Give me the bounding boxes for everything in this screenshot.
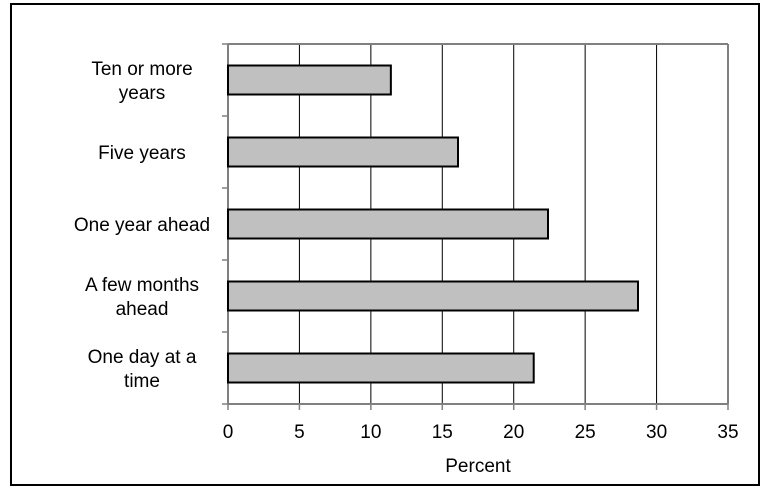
x-axis-title: Percent	[445, 456, 511, 477]
category-label-1: Five years	[98, 143, 186, 164]
x-tick-label-5: 25	[575, 422, 596, 443]
x-tick-label-6: 30	[646, 422, 667, 443]
bar-3	[228, 282, 638, 311]
bar-2	[228, 210, 548, 239]
bar-0	[228, 66, 391, 95]
x-tick-label-3: 15	[432, 422, 453, 443]
x-tick-label-0: 0	[223, 422, 234, 443]
category-label-0: Ten or more years	[91, 59, 192, 104]
category-label-4: One day at a time	[88, 347, 197, 392]
x-tick-label-7: 35	[717, 422, 738, 443]
bar-4	[228, 354, 534, 383]
category-label-2: One year ahead	[74, 215, 210, 236]
x-tick-label-1: 5	[294, 422, 305, 443]
bar-1	[228, 138, 458, 167]
x-tick-label-2: 10	[360, 422, 381, 443]
category-label-3: A few months ahead	[85, 275, 199, 320]
x-tick-label-4: 20	[503, 422, 524, 443]
